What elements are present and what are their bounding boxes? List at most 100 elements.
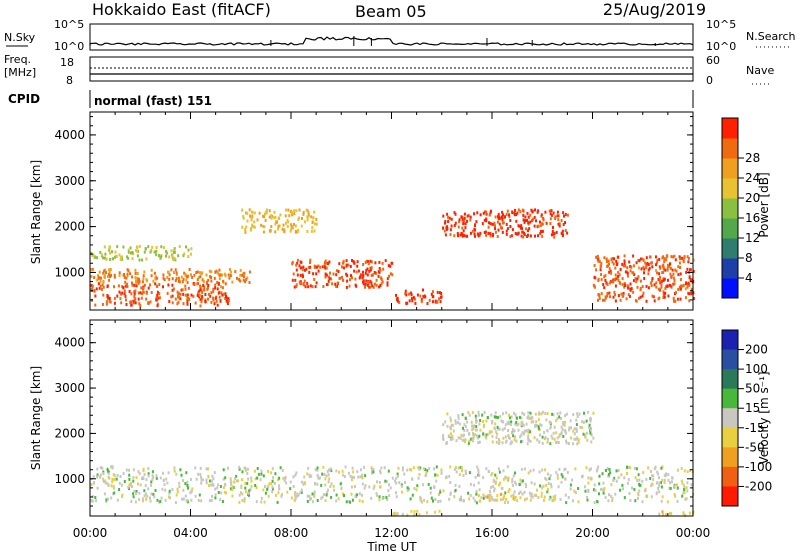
data-cell [359,475,362,479]
data-cell [253,211,256,215]
data-cell [490,496,493,499]
data-cell [487,494,490,498]
data-cell [658,484,661,488]
data-cell [132,495,135,499]
data-cell [412,296,415,300]
data-cell [682,511,685,515]
data-cell [149,250,152,254]
data-cell [564,420,567,424]
data-cell [686,255,689,259]
data-cell [543,495,546,499]
data-cell [688,283,691,287]
data-cell [234,270,237,274]
data-cell [655,492,658,496]
data-cell [270,482,273,486]
data-cell [497,427,500,431]
data-cell [540,494,543,498]
data-cell [351,498,354,502]
data-cell [187,255,190,258]
data-cell [138,302,141,306]
nsky-line [89,36,694,46]
data-cell [301,273,304,277]
data-cell [364,271,367,275]
data-cell [463,212,466,216]
data-cell [675,483,678,487]
data-cell [124,280,127,284]
data-cell [628,465,630,469]
data-cell [680,467,683,470]
data-cell [200,475,203,479]
data-cell [110,484,113,488]
data-cell [541,234,544,238]
data-cell [632,254,635,258]
data-cell [396,472,399,476]
data-cell [541,442,544,445]
data-cell [477,234,480,238]
data-cell [672,255,675,259]
data-cell [481,413,484,417]
data-cell [564,477,567,481]
data-cell [674,299,677,303]
date-label: 25/Aug/2019 [603,0,706,19]
data-cell [640,257,642,261]
data-cell [456,421,459,424]
data-cell [551,412,554,416]
data-cell [93,276,96,279]
data-cell [252,225,255,229]
data-cell [178,295,181,299]
data-cell [128,290,131,293]
data-cell [100,276,102,280]
data-cell [221,500,224,503]
data-cell [375,283,378,287]
data-cell [145,291,148,295]
data-cell [452,429,455,433]
data-cell [420,500,423,504]
data-cell [143,250,146,254]
data-cell [540,230,542,233]
data-cell [296,273,299,277]
data-cell [484,230,487,234]
data-cell [369,279,372,283]
data-cell [293,285,296,289]
data-cell [475,420,478,424]
colorbar-swatch [722,278,738,299]
data-cell [138,277,140,281]
data-cell [113,296,116,300]
data-cell [570,436,573,440]
data-cell [564,414,567,418]
data-cell [439,300,442,304]
data-cell [312,272,315,276]
data-cell [546,412,549,416]
data-cell [110,465,113,469]
data-cell [681,494,684,498]
data-cell [322,465,325,469]
data-cell [623,476,626,480]
data-cell [299,260,302,264]
data-cell [142,290,145,294]
data-cell [106,467,109,471]
data-cell [138,491,141,495]
data-cell [324,499,327,503]
data-cell [442,214,445,218]
data-cell [245,490,247,494]
data-cell [174,268,177,272]
data-cell [524,482,527,486]
data-cell [602,283,605,286]
data-cell [382,267,385,271]
data-cell [387,469,390,473]
data-cell [119,292,122,296]
data-cell [156,293,159,297]
data-cell [550,434,553,438]
data-cell [240,486,243,490]
data-cell [573,427,576,431]
data-cell [584,433,586,437]
data-cell [378,495,381,499]
data-cell [215,299,218,303]
data-cell [397,474,399,478]
data-cell [174,279,177,283]
data-cell [179,468,182,472]
data-cell [481,222,484,226]
data-cell [209,499,211,503]
data-cell [613,290,616,294]
data-cell [316,468,319,472]
